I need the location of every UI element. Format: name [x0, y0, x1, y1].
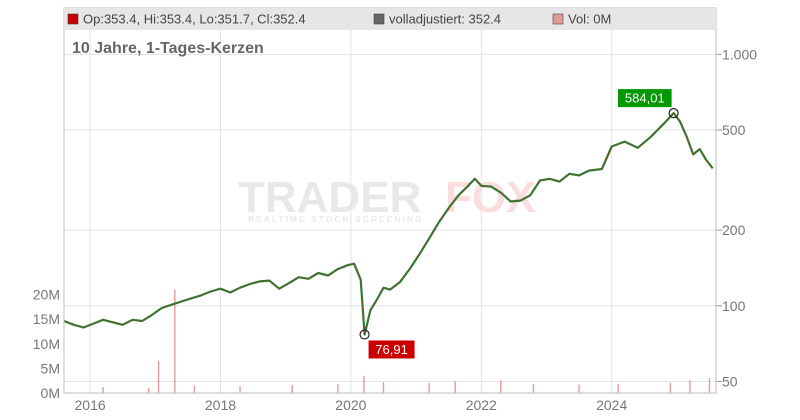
low-marker	[359, 329, 370, 340]
grid	[64, 30, 716, 393]
annotations: 584,01 76,91	[359, 89, 679, 359]
legend-ohlc-label: Op:353.4, Hi:353.4, Lo:351.7, Cl:352.4	[83, 12, 306, 27]
low-label-box	[368, 340, 415, 359]
price-axis: 1.000 500 200 100 50	[716, 46, 757, 389]
legend-ohlc-swatch	[67, 13, 79, 25]
y-tick-label: 200	[722, 222, 746, 238]
price-series	[63, 112, 714, 336]
chart-title: 10 Jahre, 1-Tages-Kerzen	[72, 40, 264, 57]
x-tick-label: 2022	[466, 397, 497, 413]
time-axis: 2016 2018 2020 2022 2024	[75, 397, 628, 413]
y-tick-label: 50	[722, 373, 738, 389]
x-tick-label: 2018	[205, 397, 236, 413]
legend-adjusted-label: volladjustiert: 352.4	[389, 12, 501, 27]
watermark-tagline: REALTIME STOCK SCREENING	[248, 214, 424, 224]
volume-tick-label: 10M	[33, 336, 60, 352]
high-label-box	[618, 89, 672, 108]
y-tick-label: 100	[722, 298, 746, 314]
legend: Op:353.4, Hi:353.4, Lo:351.7, Cl:352.4 v…	[64, 8, 716, 30]
x-tick-label: 2020	[335, 397, 366, 413]
high-label: 584,01	[625, 91, 665, 106]
watermark-brand-left: TRADER	[238, 173, 421, 222]
legend-background	[64, 8, 716, 30]
low-label: 76,91	[375, 342, 408, 357]
y-tick-label: 500	[722, 122, 746, 138]
high-marker	[668, 107, 679, 119]
volume-tick-label: 20M	[33, 287, 60, 303]
x-tick-label: 2024	[596, 397, 627, 413]
x-tick-label: 2016	[75, 397, 106, 413]
watermark-brand-right: FOX	[445, 173, 535, 222]
volume-bars	[102, 289, 711, 393]
price-line	[63, 112, 714, 336]
watermark: TRADER FOX REALTIME STOCK SCREENING	[238, 173, 535, 224]
legend-volume-swatch	[552, 13, 564, 25]
y-tick-label: 1.000	[722, 46, 757, 62]
legend-volume-label: Vol: 0M	[568, 12, 611, 27]
volume-tick-label: 0M	[41, 385, 60, 401]
volume-axis: 20M 15M 10M 5M 0M	[33, 287, 60, 401]
volume-tick-label: 15M	[33, 311, 60, 327]
legend-adjusted-swatch	[373, 13, 385, 25]
volume-tick-label: 5M	[41, 360, 60, 376]
